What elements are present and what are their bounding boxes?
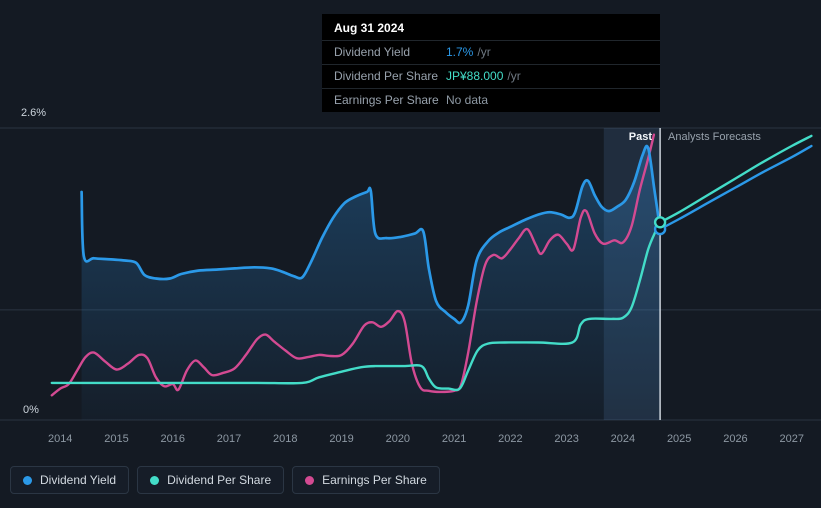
- tooltip-row-value: 1.7%: [446, 45, 474, 59]
- x-tick-2023: 2023: [554, 433, 579, 445]
- tooltip-row-value: No data: [446, 93, 489, 107]
- earnings-per-share-line: [50, 133, 656, 397]
- chart-legend: Dividend Yield Dividend Per Share Earnings…: [10, 466, 440, 494]
- x-tick-2014: 2014: [47, 433, 73, 445]
- past-year-highlight-band: [603, 128, 661, 420]
- tooltip-row-value-wrap: No data: [446, 93, 492, 107]
- tooltip-date: Aug 31 2024: [334, 21, 405, 35]
- x-tick-2016: 2016: [160, 433, 185, 445]
- x-tick-2015: 2015: [104, 433, 129, 445]
- earnings-per-share-dot-icon: [305, 475, 315, 485]
- tooltip-row-dividend-yield: Dividend Yield 1.7%/yr: [322, 40, 660, 64]
- dividend-yield-area: [81, 146, 661, 420]
- x-tick-2021: 2021: [441, 433, 467, 445]
- tooltip-row-dividend-per-share: Dividend Per Share JP¥88.000/yr: [322, 64, 660, 88]
- legend-label: Dividend Yield: [40, 473, 117, 487]
- tooltip-row-suffix: /yr: [507, 69, 521, 83]
- x-tick-2022: 2022: [498, 433, 523, 445]
- dividend-yield-line: [80, 144, 662, 325]
- dividend-per-share-forecast-line: [658, 134, 813, 224]
- dividend-per-share-marker[interactable]: [653, 216, 667, 229]
- legend-item-dividend-yield[interactable]: Dividend Yield: [10, 466, 130, 494]
- tooltip-row-suffix: /yr: [477, 45, 491, 59]
- dividend-per-share-line: [50, 221, 662, 392]
- legend-label: Earnings Per Share: [322, 473, 427, 487]
- y-axis-max-label: 2.6%: [21, 107, 47, 119]
- legend-item-earnings-per-share[interactable]: Earnings Per Share: [292, 466, 440, 494]
- x-tick-2020: 2020: [385, 433, 411, 445]
- x-tick-2025: 2025: [666, 433, 692, 445]
- tooltip-row-label: Dividend Yield: [334, 45, 411, 59]
- dividend-yield-forecast-line: [658, 144, 813, 231]
- dividend-per-share-dot-icon: [150, 475, 160, 485]
- legend-label: Dividend Per Share: [167, 473, 272, 487]
- x-tick-2019: 2019: [329, 433, 354, 445]
- tooltip-row-value-wrap: JP¥88.000/yr: [446, 69, 521, 83]
- tooltip-row-value-wrap: 1.7%/yr: [446, 45, 491, 59]
- legend-item-dividend-per-share[interactable]: Dividend Per Share: [137, 466, 285, 494]
- tooltip-row-earnings-per-share: Earnings Per Share No data: [322, 88, 660, 112]
- x-tick-2017: 2017: [216, 433, 242, 445]
- tooltip-row-label: Dividend Per Share: [334, 69, 439, 83]
- past-label: Past: [628, 131, 652, 143]
- tooltip-row-value: JP¥88.000: [446, 69, 504, 83]
- chart-tooltip: Aug 31 2024 Dividend Yield 1.7%/yr Divid…: [322, 14, 660, 112]
- tooltip-row-label: Earnings Per Share: [334, 93, 439, 107]
- x-tick-2018: 2018: [273, 433, 298, 445]
- x-tick-2027: 2027: [779, 433, 804, 445]
- analysts-forecasts-label: Analysts Forecasts: [668, 131, 761, 143]
- dividend-yield-dot-icon: [23, 475, 32, 485]
- y-axis-zero-label: 0%: [23, 404, 39, 416]
- x-axis: 2014 2015 2016 2017 2018 2019 2020 2021 2022 2023…: [0, 433, 821, 449]
- x-tick-2026: 2026: [723, 433, 748, 445]
- x-tick-2024: 2024: [610, 433, 636, 445]
